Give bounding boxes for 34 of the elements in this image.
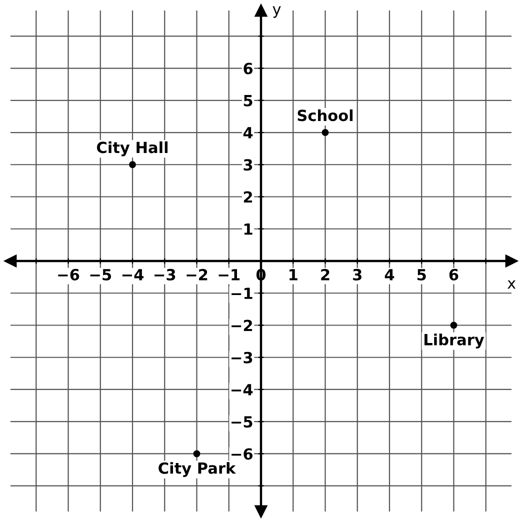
y-tick-label: −2 [232, 320, 252, 332]
x-tick-label: 5 [417, 269, 426, 280]
point [129, 161, 136, 168]
y-tick-label: −5 [232, 416, 252, 428]
x-tick-label: −2 [186, 268, 208, 280]
point [322, 129, 329, 136]
y-tick-label: 3 [244, 159, 252, 171]
point [193, 450, 200, 458]
x-tick-label: 6 [449, 268, 458, 280]
x-tick-label: −3 [154, 268, 176, 280]
x-tick-label: −5 [90, 269, 112, 280]
x-tick-label: 1 [290, 269, 298, 280]
x-axis-title: x [507, 280, 516, 289]
annotation: City Park [158, 462, 236, 477]
y-tick-label: 2 [244, 191, 252, 203]
annotation: Library [424, 334, 484, 348]
x-tick-label: −6 [58, 268, 80, 280]
x-tick-label: −1 [218, 269, 240, 280]
x-tick-label: 2 [321, 268, 330, 280]
y-tick-label: 1 [244, 224, 252, 235]
y-tick-label: −4 [232, 384, 253, 396]
x-tick-label: 4 [384, 269, 394, 280]
annotation: City Hall [96, 141, 168, 156]
y-axis-title: y [272, 6, 281, 18]
x-tick-label: −4 [122, 269, 144, 280]
y-tick-label: 5 [244, 95, 252, 106]
point [450, 322, 458, 329]
x-tick-label: 3 [353, 268, 362, 280]
y-tick-label: 4 [243, 127, 253, 138]
y-tick-label: −3 [232, 352, 252, 364]
y-tick-label: −6 [232, 448, 253, 460]
y-tick-label: −1 [232, 288, 252, 299]
annotation: School [298, 109, 353, 122]
y-tick-label: 6 [244, 62, 253, 74]
